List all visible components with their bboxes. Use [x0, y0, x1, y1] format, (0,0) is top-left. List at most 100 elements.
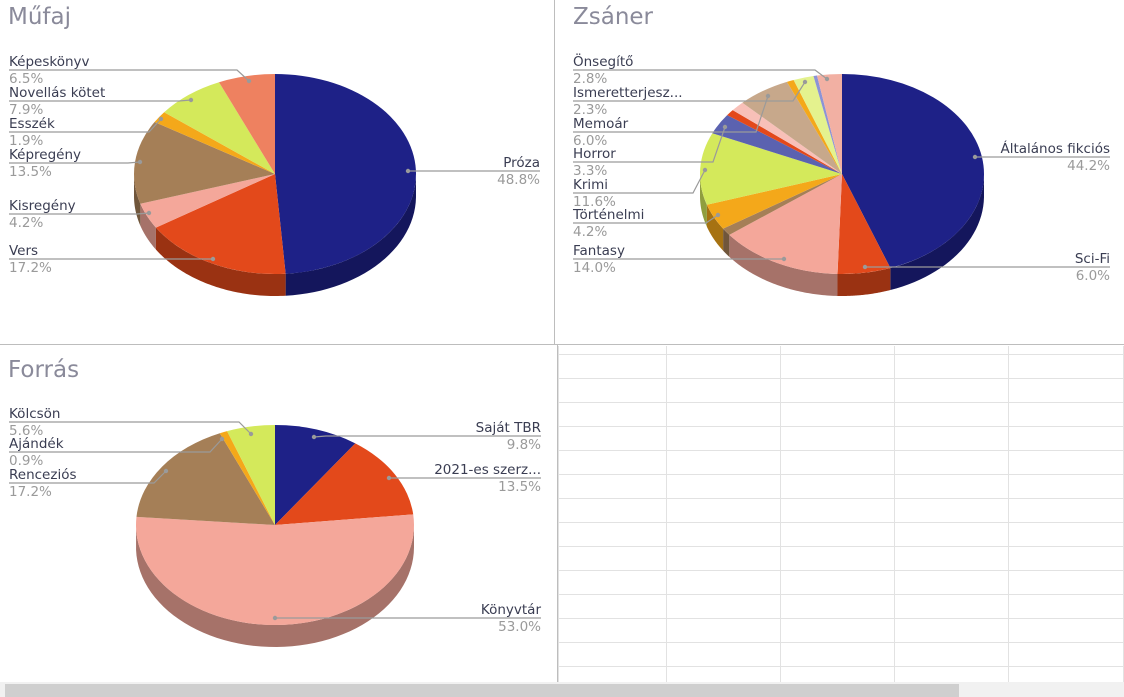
- pie-slice-side: [136, 525, 414, 647]
- slice-value-label: 17.2%: [9, 484, 52, 500]
- pie-slice-side: [837, 268, 891, 296]
- leader-dot: [137, 159, 143, 165]
- pie-slice: [813, 75, 842, 174]
- pie-slice-side: [285, 175, 416, 296]
- leader-line: [9, 69, 250, 82]
- slice-value-label: 6.0%: [1076, 268, 1110, 284]
- slice-value-label: 2.3%: [573, 102, 607, 118]
- slice-label: Kisregény: [9, 198, 76, 214]
- leader-dot: [219, 436, 225, 442]
- chart-title: Forrás: [8, 357, 80, 383]
- slice-value-label: 48.8%: [497, 172, 540, 188]
- pie-chart-zsaner: Általános fikciós44.2%Sci-Fi6.0%Fantasy1…: [572, 52, 1110, 296]
- pie-slice: [742, 81, 842, 174]
- pie-slice: [727, 110, 842, 174]
- leader-line: [573, 126, 726, 163]
- leader-dot: [163, 468, 169, 474]
- leader-dot: [972, 154, 978, 160]
- leader-dot: [158, 116, 164, 122]
- slice-label: Esszék: [9, 116, 55, 132]
- pie-slices: [134, 74, 416, 274]
- leader-line: [573, 95, 769, 133]
- pie-slice: [842, 74, 984, 269]
- pie-slice: [723, 174, 842, 235]
- leader-dot: [386, 475, 392, 481]
- slice-label: Horror: [573, 146, 616, 162]
- spreadsheet-grid[interactable]: [558, 346, 1124, 682]
- pie-slice: [700, 133, 842, 205]
- pie-slice: [786, 79, 842, 174]
- leader-dot: [405, 168, 411, 174]
- slice-value-label: 9.8%: [507, 437, 541, 453]
- scrollbar-thumb[interactable]: [5, 684, 959, 697]
- slice-value-label: 5.6%: [9, 423, 43, 439]
- leader-dot: [246, 78, 252, 84]
- slice-value-label: 6.0%: [573, 133, 607, 149]
- pie-slice: [219, 74, 275, 174]
- leader-line: [9, 212, 150, 215]
- chart-panel-zsaner[interactable]: Zsáner Általános fikciós 44.2% Sci-Fi 6.0% F…: [555, 0, 1124, 344]
- leader-dot: [715, 212, 721, 218]
- chart-title: Zsáner: [573, 4, 654, 30]
- slice-value-label: 7.9%: [9, 102, 43, 118]
- pie-slice-side: [700, 174, 707, 227]
- leader-line: [313, 435, 541, 438]
- pie-slice: [134, 122, 275, 204]
- slice-label: Vers: [9, 243, 38, 259]
- panel-divider-vertical: [554, 0, 555, 344]
- leader-line: [573, 214, 719, 224]
- pie-slice-side: [134, 174, 141, 226]
- pie-slice: [154, 112, 275, 174]
- slice-label: Krimi: [573, 177, 608, 193]
- leader-dot: [802, 79, 808, 85]
- slice-value-label: 0.9%: [9, 453, 43, 469]
- slice-value-label: 3.3%: [573, 163, 607, 179]
- leader-dot: [272, 615, 278, 621]
- horizontal-scrollbar[interactable]: [0, 682, 1124, 697]
- leader-line: [573, 81, 806, 102]
- pie-slice-side: [155, 227, 286, 296]
- pie-slice-side: [729, 234, 838, 296]
- slice-label: Képregény: [9, 147, 81, 163]
- pie-slice: [275, 74, 416, 274]
- leader-line: [9, 470, 167, 484]
- leader-dot: [781, 256, 787, 262]
- pie-slice: [275, 425, 356, 525]
- slice-value-label: 14.0%: [573, 260, 616, 276]
- slice-label: Sci-Fi: [1075, 251, 1110, 267]
- pie-slice: [816, 74, 842, 174]
- leader-dot: [765, 93, 771, 99]
- pie-slice: [712, 115, 842, 174]
- leader-line: [9, 438, 223, 453]
- slice-value-label: 6.5%: [9, 71, 43, 87]
- chart-title: Műfaj: [8, 4, 72, 30]
- pie-slice: [729, 174, 842, 274]
- leader-line: [573, 169, 706, 194]
- slice-value-label: 17.2%: [9, 260, 52, 276]
- leader-dot: [722, 124, 728, 130]
- pie-slice-side: [723, 228, 730, 257]
- chart-panel-forras[interactable]: Forrás Saját TBR 9.8% 2021-es szerz... 13.5…: [0, 345, 557, 682]
- leader-line: [9, 161, 141, 164]
- pie-slice: [136, 433, 275, 525]
- slice-value-label: 2.8%: [573, 71, 607, 87]
- slice-label: Kölcsön: [9, 406, 60, 422]
- slice-value-label: 44.2%: [1067, 158, 1110, 174]
- pie-slice: [164, 82, 275, 174]
- pie-slices: [700, 74, 984, 275]
- slice-label: Történelmi: [572, 207, 644, 223]
- pie-labels: Általános fikciós44.2%Sci-Fi6.0%Fantasy1…: [572, 52, 1110, 284]
- leader-line: [9, 421, 252, 435]
- pie-slice: [706, 174, 842, 229]
- leader-dot: [311, 434, 317, 440]
- slice-label: Novellás kötet: [9, 85, 105, 101]
- slice-value-label: 4.2%: [573, 224, 607, 240]
- pie-slice: [155, 174, 286, 274]
- chart-panel-mufaj[interactable]: Műfaj Próza 48.8% Vers 17.2% Kisregény 4.2% Ké…: [0, 0, 554, 344]
- panel-divider-horizontal: [0, 344, 1124, 345]
- panel-divider-vertical: [557, 345, 558, 682]
- slice-label: Renceziós: [9, 467, 77, 483]
- slice-label: Ajándék: [9, 436, 64, 452]
